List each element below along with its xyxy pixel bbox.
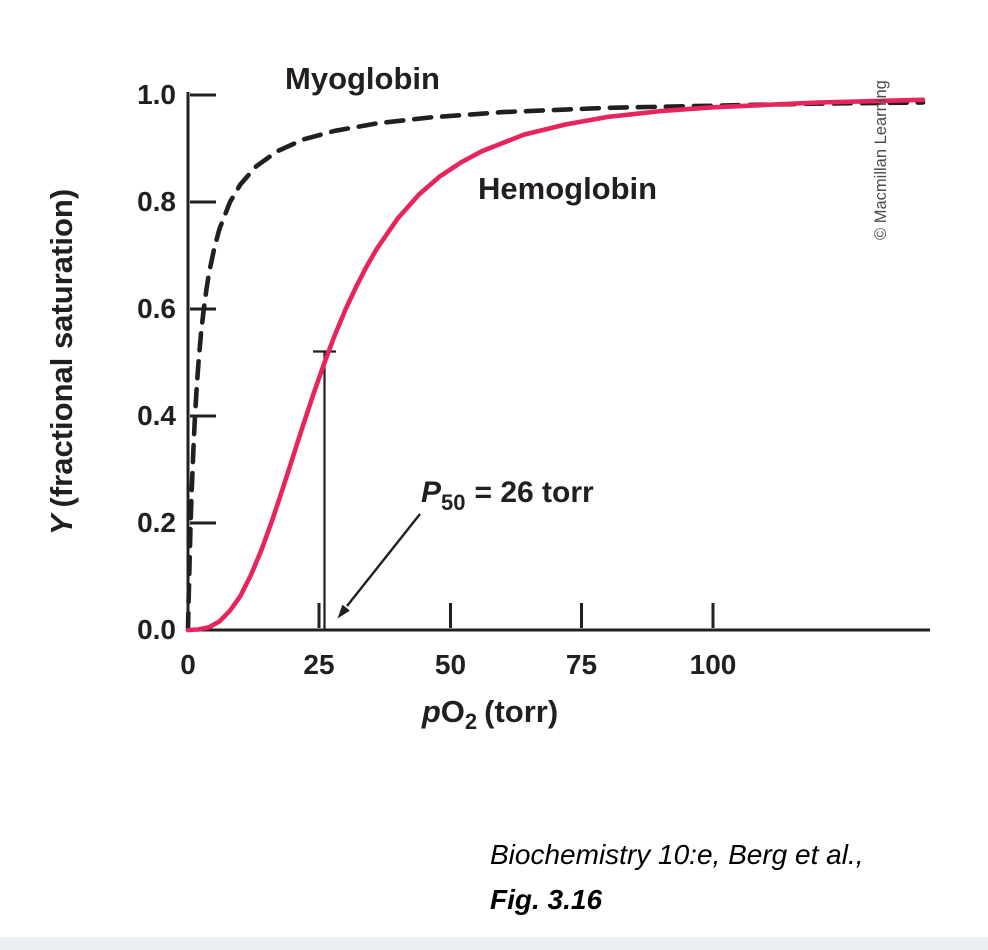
caption-figure-number: Fig. 3.16 (490, 884, 603, 915)
p50-arrow (337, 513, 421, 619)
p50-arrowhead-icon (337, 604, 350, 619)
myoglobin-curve (185, 100, 926, 633)
caption-source-text: Biochemistry 10:e, Berg et al., (490, 839, 864, 870)
y-tick-label: 0.2 (137, 507, 176, 538)
hemoglobin-curve (185, 97, 926, 633)
x-tick-label: 0 (180, 649, 196, 680)
y-tick-label: 0.4 (137, 400, 176, 431)
x-axis-title: pO2 (torr) (421, 694, 558, 734)
chart-svg: 1.0 0.8 0.6 0.4 0.2 0.0 0 25 50 75 100 Y… (44, 61, 930, 734)
figure-caption: Biochemistry 10:e, Berg et al., Fig. 3.1… (490, 832, 864, 922)
x-tick-label: 75 (566, 649, 597, 680)
x-tick-label: 100 (690, 649, 737, 680)
y-tick-label: 0.6 (137, 293, 176, 324)
p50-indicator (313, 350, 336, 629)
p50-annotation-text: P50 = 26 torr (421, 476, 594, 515)
x-axis-ticks (317, 603, 715, 628)
y-tick-labels: 1.0 0.8 0.6 0.4 0.2 0.0 (137, 79, 176, 645)
y-tick-label: 1.0 (137, 79, 176, 110)
p50-arrow-shaft (346, 513, 421, 607)
y-tick-label: 0.0 (137, 614, 176, 645)
y-axis-title: Y(fractional saturation) (44, 189, 79, 535)
footer-strip (0, 937, 988, 950)
hemoglobin-label: Hemoglobin (478, 171, 657, 206)
x-tick-label: 25 (303, 649, 334, 680)
myoglobin-label: Myoglobin (285, 61, 440, 96)
x-tick-labels: 0 25 50 75 100 (180, 649, 736, 680)
y-tick-label: 0.8 (137, 186, 176, 217)
x-tick-label: 50 (435, 649, 466, 680)
macmillan-watermark: © Macmillan Learning (872, 80, 890, 240)
